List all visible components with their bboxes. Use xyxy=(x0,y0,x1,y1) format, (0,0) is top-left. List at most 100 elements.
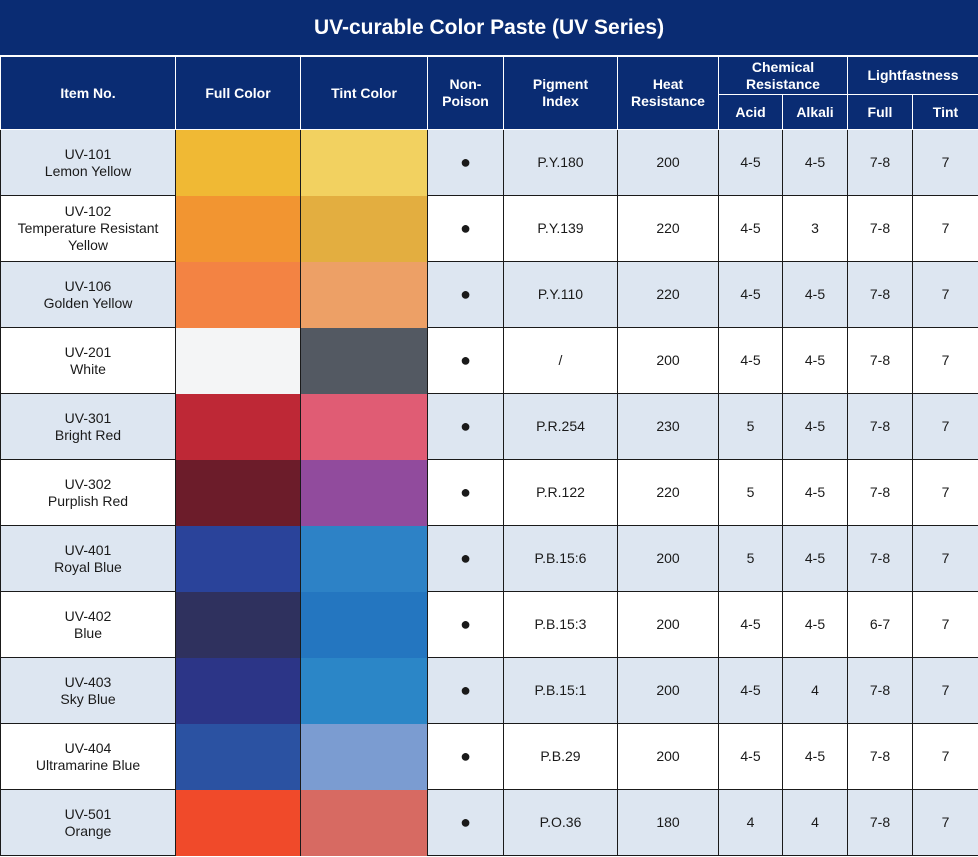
item-code: UV-101 xyxy=(64,145,112,162)
table-row: UV-402 Blue ● P.B.15:3 200 4-5 4-5 6-7 7 xyxy=(0,591,978,658)
table-row: UV-401 Royal Blue ● P.B.15:6 200 5 4-5 7-8 7 xyxy=(0,525,978,592)
full-color-swatch xyxy=(175,195,301,262)
lightfastness-tint-cell: 7 xyxy=(911,723,978,790)
pigment-index-cell: P.R.254 xyxy=(503,393,618,460)
table-row: UV-102 Temperature Resistant Yellow ● P.Y.13… xyxy=(0,195,978,262)
heat-resistance-cell: 200 xyxy=(617,525,719,592)
pigment-index-cell: P.B.15:3 xyxy=(503,591,618,658)
item-name: Orange xyxy=(64,822,112,839)
full-color-swatch xyxy=(175,525,301,592)
header-light-tint: Tint xyxy=(911,94,978,130)
item-name: Bright Red xyxy=(54,426,122,443)
header-heat-line2: Resistance xyxy=(631,93,705,109)
lightfastness-full-cell: 7-8 xyxy=(847,525,913,592)
lightfastness-tint-cell: 7 xyxy=(911,327,978,394)
item-code: UV-201 xyxy=(64,343,112,360)
header-lightfastness: Lightfastness xyxy=(846,56,978,95)
header-pigment-line2: Index xyxy=(542,93,579,109)
heat-resistance-cell: 200 xyxy=(617,723,719,790)
alkali-resistance-cell: 4-5 xyxy=(782,459,848,526)
alkali-resistance-cell: 4-5 xyxy=(782,129,848,196)
heat-resistance-cell: 180 xyxy=(617,789,719,856)
lightfastness-full-cell: 7-8 xyxy=(847,261,913,328)
lightfastness-full-cell: 7-8 xyxy=(847,195,913,262)
lightfastness-full-cell: 7-8 xyxy=(847,393,913,460)
alkali-resistance-cell: 4 xyxy=(782,789,848,856)
non-poison-cell: ● xyxy=(427,591,504,658)
table-title: UV-curable Color Paste (UV Series) xyxy=(0,0,978,56)
item-name: White xyxy=(70,360,106,377)
header-light-full: Full xyxy=(847,94,913,130)
item-cell: UV-401 Royal Blue xyxy=(0,525,176,592)
item-name: Purplish Red xyxy=(47,492,129,509)
item-code: UV-102 xyxy=(64,203,112,219)
full-color-swatch xyxy=(175,657,301,724)
item-name: Sky Blue xyxy=(60,690,116,707)
alkali-resistance-cell: 3 xyxy=(782,195,848,262)
tint-color-swatch xyxy=(300,327,428,394)
header-full-color: Full Color xyxy=(175,56,301,130)
lightfastness-tint-cell: 7 xyxy=(911,789,978,856)
tint-color-swatch xyxy=(300,657,428,724)
non-poison-cell: ● xyxy=(427,261,504,328)
header-pigment-line1: Pigment xyxy=(532,76,589,92)
lightfastness-tint-cell: 7 xyxy=(911,195,978,262)
tint-color-swatch xyxy=(300,789,428,856)
full-color-swatch xyxy=(175,789,301,856)
pigment-index-cell: P.B.29 xyxy=(503,723,618,790)
pigment-index-cell: / xyxy=(503,327,618,394)
lightfastness-full-cell: 7-8 xyxy=(847,327,913,394)
alkali-resistance-cell: 4-5 xyxy=(782,723,848,790)
tint-color-swatch xyxy=(300,261,428,328)
alkali-resistance-cell: 4-5 xyxy=(782,525,848,592)
header-chemical-line2: Resistance xyxy=(746,75,820,92)
item-code: UV-404 xyxy=(64,739,112,756)
heat-resistance-cell: 220 xyxy=(617,261,719,328)
pigment-index-cell: P.B.15:6 xyxy=(503,525,618,592)
pigment-index-cell: P.Y.180 xyxy=(503,129,618,196)
non-poison-cell: ● xyxy=(427,327,504,394)
item-cell: UV-404 Ultramarine Blue xyxy=(0,723,176,790)
alkali-resistance-cell: 4-5 xyxy=(782,261,848,328)
table-row: UV-403 Sky Blue ● P.B.15:1 200 4-5 4 7-8 7 xyxy=(0,657,978,724)
item-code: UV-301 xyxy=(64,409,112,426)
heat-resistance-cell: 200 xyxy=(617,129,719,196)
color-paste-table: Item No. Full Color Tint Color Non- Pois… xyxy=(0,56,978,856)
tint-color-swatch xyxy=(300,525,428,592)
heat-resistance-cell: 200 xyxy=(617,591,719,658)
item-code: UV-401 xyxy=(64,541,112,558)
table-body: UV-101 Lemon Yellow ● P.Y.180 200 4-5 4-5 7-8 7 U… xyxy=(0,129,978,856)
item-name: Royal Blue xyxy=(54,558,122,575)
tint-color-swatch xyxy=(300,723,428,790)
acid-resistance-cell: 4-5 xyxy=(718,261,783,328)
item-cell: UV-301 Bright Red xyxy=(0,393,176,460)
header-pigment-index: Pigment Index xyxy=(503,56,618,130)
lightfastness-tint-cell: 7 xyxy=(911,393,978,460)
item-code: UV-402 xyxy=(64,607,112,624)
pigment-index-cell: P.B.15:1 xyxy=(503,657,618,724)
non-poison-cell: ● xyxy=(427,525,504,592)
heat-resistance-cell: 200 xyxy=(617,327,719,394)
acid-resistance-cell: 4-5 xyxy=(718,723,783,790)
item-name: Yellow xyxy=(68,237,108,253)
lightfastness-tint-cell: 7 xyxy=(911,129,978,196)
table-row: UV-301 Bright Red ● P.R.254 230 5 4-5 7-8 7 xyxy=(0,393,978,460)
table-row: UV-302 Purplish Red ● P.R.122 220 5 4-5 7-8 7 xyxy=(0,459,978,526)
lightfastness-full-cell: 6-7 xyxy=(847,591,913,658)
full-color-swatch xyxy=(175,327,301,394)
lightfastness-tint-cell: 7 xyxy=(911,591,978,658)
non-poison-cell: ● xyxy=(427,129,504,196)
tint-color-swatch xyxy=(300,195,428,262)
lightfastness-tint-cell: 7 xyxy=(911,657,978,724)
header-heat-line1: Heat xyxy=(652,76,684,92)
header-heat-resistance: Heat Resistance xyxy=(617,56,719,130)
header-chemical-resistance: Chemical Resistance xyxy=(718,56,848,95)
acid-resistance-cell: 4-5 xyxy=(718,591,783,658)
non-poison-cell: ● xyxy=(427,393,504,460)
pigment-index-cell: P.O.36 xyxy=(503,789,618,856)
lightfastness-full-cell: 7-8 xyxy=(847,657,913,724)
acid-resistance-cell: 4-5 xyxy=(718,129,783,196)
header-non-poison-line1: Non- xyxy=(449,76,482,92)
non-poison-cell: ● xyxy=(427,657,504,724)
item-name: Golden Yellow xyxy=(43,294,133,311)
